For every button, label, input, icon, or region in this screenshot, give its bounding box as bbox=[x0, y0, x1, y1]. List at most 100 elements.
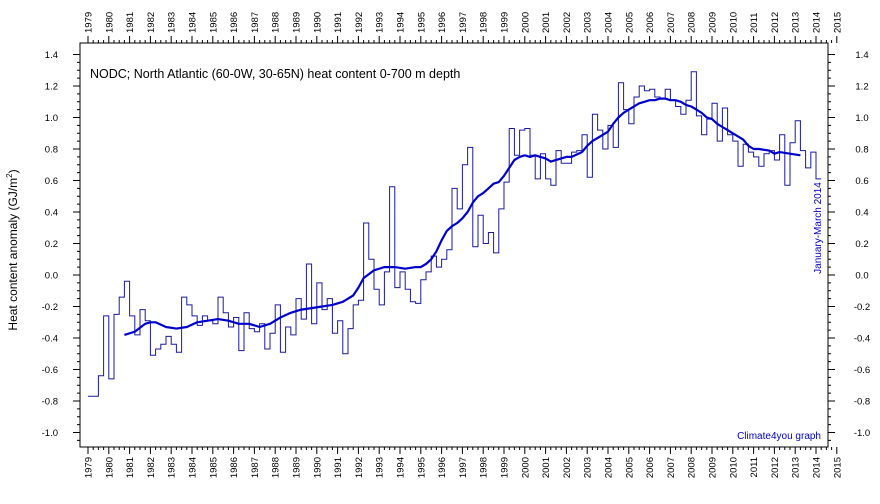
x-tick-label-bottom: 1997 bbox=[458, 457, 469, 478]
y-tick-label-left: 1.2 bbox=[45, 82, 58, 93]
y-tick-label-right: -0.6 bbox=[854, 365, 870, 376]
x-tick-label-top: 1985 bbox=[208, 12, 219, 33]
x-tick-label-top: 2001 bbox=[541, 12, 552, 33]
x-tick-label-top: 1994 bbox=[396, 12, 407, 33]
x-tick-label-top: 1986 bbox=[229, 12, 240, 33]
x-tick-label-bottom: 1983 bbox=[167, 457, 178, 478]
y-tick-label-left: 0.4 bbox=[45, 208, 58, 219]
x-tick-label-top: 1979 bbox=[84, 12, 95, 33]
period-annotation: January-March 2014 bbox=[813, 182, 824, 274]
x-tick-label-top: 2003 bbox=[583, 12, 594, 33]
x-tick-label-bottom: 2001 bbox=[541, 457, 552, 478]
top-x-axis: 1979 1980 1981 1982 1983 1984 1985 1986 1987 1988… bbox=[84, 12, 843, 43]
y-tick-label-left: 0.2 bbox=[45, 239, 58, 250]
x-tick-label-bottom: 1985 bbox=[208, 457, 219, 478]
x-tick-label-top: 1991 bbox=[333, 12, 344, 33]
x-tick-label-bottom: 2011 bbox=[749, 457, 760, 477]
x-tick-label-bottom: 2008 bbox=[687, 457, 698, 478]
chart-title: NODC; North Atlantic (60-0W, 30-65N) hea… bbox=[90, 67, 460, 81]
x-tick-label-bottom: 2003 bbox=[583, 457, 594, 478]
x-tick-label-bottom: 2002 bbox=[562, 457, 573, 478]
y-tick-label-left: -0.2 bbox=[42, 302, 58, 313]
bottom-x-axis: 1979 1980 1981 1982 1983 1984 1985 1986 1987 1988… bbox=[84, 447, 843, 478]
x-tick-label-top: 2015 bbox=[832, 12, 843, 33]
x-tick-label-top: 1984 bbox=[188, 12, 199, 33]
x-tick-label-bottom: 1986 bbox=[229, 457, 240, 478]
y-tick-label-right: -0.8 bbox=[854, 397, 870, 408]
running-mean-line bbox=[124, 97, 801, 336]
x-tick-label-top: 1982 bbox=[146, 12, 157, 33]
x-tick-label-bottom: 2004 bbox=[604, 457, 615, 478]
x-tick-label-top: 2007 bbox=[666, 12, 677, 33]
x-tick-label-bottom: 1988 bbox=[271, 457, 282, 478]
x-tick-label-top: 2014 bbox=[812, 12, 823, 33]
x-tick-label-bottom: 2007 bbox=[666, 457, 677, 478]
x-tick-label-bottom: 1982 bbox=[146, 457, 157, 478]
x-tick-label-bottom: 2014 bbox=[812, 457, 823, 478]
y-tick-label-right: 1.2 bbox=[855, 82, 868, 93]
x-tick-label-top: 2006 bbox=[645, 12, 656, 33]
series-layer bbox=[88, 71, 822, 397]
x-tick-label-bottom: 1987 bbox=[250, 457, 261, 478]
x-tick-label-bottom: 1995 bbox=[416, 457, 427, 478]
y-tick-label-left: 0.8 bbox=[45, 145, 58, 156]
y-tick-label-left: 0.0 bbox=[45, 271, 58, 282]
x-tick-label-bottom: 2012 bbox=[770, 457, 781, 478]
x-tick-label-bottom: 2010 bbox=[728, 457, 739, 478]
x-tick-label-top: 1989 bbox=[292, 12, 303, 33]
x-tick-label-bottom: 1993 bbox=[375, 457, 386, 478]
y-tick-label-left: -0.6 bbox=[42, 365, 58, 376]
x-tick-label-top: 1983 bbox=[167, 12, 178, 33]
y-tick-label-right: 0.0 bbox=[855, 271, 868, 282]
x-tick-label-top: 2011 bbox=[749, 13, 760, 33]
x-tick-label-top: 1993 bbox=[375, 12, 386, 33]
y-tick-label-left: -0.4 bbox=[42, 334, 58, 345]
x-tick-label-bottom: 1994 bbox=[396, 457, 407, 478]
y-tick-label-right: 0.4 bbox=[855, 208, 868, 219]
y-tick-label-right: -0.4 bbox=[854, 334, 870, 345]
y-axis-label-superscript: 2 bbox=[5, 173, 14, 178]
y-tick-label-right: -1.0 bbox=[854, 428, 870, 439]
y-axis-label: Heat content anomaly (GJ/m2) bbox=[5, 169, 20, 330]
x-tick-label-top: 1999 bbox=[500, 12, 511, 33]
y-tick-label-left: 1.0 bbox=[45, 113, 58, 124]
plot-frame bbox=[79, 42, 829, 448]
x-tick-label-bottom: 2009 bbox=[708, 457, 719, 478]
y-tick-label-right: -0.2 bbox=[854, 302, 870, 313]
y-tick-label-left: 0.6 bbox=[45, 176, 58, 187]
y-tick-label-right: 1.0 bbox=[855, 113, 868, 124]
x-tick-label-top: 1995 bbox=[416, 12, 427, 33]
quarterly-step-line bbox=[88, 71, 822, 397]
x-tick-label-bottom: 1984 bbox=[188, 457, 199, 478]
x-tick-label-bottom: 1981 bbox=[125, 457, 136, 478]
x-tick-label-top: 1987 bbox=[250, 12, 261, 33]
x-tick-label-top: 2008 bbox=[687, 12, 698, 33]
x-tick-label-bottom: 2013 bbox=[791, 457, 802, 478]
x-tick-label-top: 1981 bbox=[125, 12, 136, 33]
x-tick-label-bottom: 1998 bbox=[479, 457, 490, 478]
x-tick-label-top: 2009 bbox=[708, 12, 719, 33]
right-y-axis: 1.4 1.2 1.0 0.8 0.6 0.4 0.2 0.0 -0.2 -0.4 -0.6 -0.8… bbox=[828, 50, 870, 441]
x-tick-label-top: 1992 bbox=[354, 12, 365, 33]
credit-label: Climate4you graph bbox=[737, 431, 821, 442]
x-tick-label-bottom: 1979 bbox=[84, 457, 95, 478]
y-axis-label-end: ) bbox=[6, 169, 20, 173]
x-tick-label-top: 2012 bbox=[770, 12, 781, 33]
x-tick-label-top: 2002 bbox=[562, 12, 573, 33]
x-tick-label-bottom: 1990 bbox=[312, 457, 323, 478]
x-tick-label-bottom: 1991 bbox=[333, 457, 344, 478]
x-tick-label-top: 1996 bbox=[437, 12, 448, 33]
x-tick-label-bottom: 1989 bbox=[292, 457, 303, 478]
x-tick-label-top: 2013 bbox=[791, 12, 802, 33]
left-y-axis: 1.4 1.2 1.0 0.8 0.6 0.4 0.2 0.0 -0.2 -0.4 -0.6 -0.8… bbox=[42, 50, 80, 441]
x-tick-label-bottom: 2000 bbox=[520, 457, 531, 478]
x-tick-label-bottom: 1992 bbox=[354, 457, 365, 478]
x-tick-label-bottom: 2005 bbox=[624, 457, 635, 478]
x-tick-label-top: 1980 bbox=[104, 12, 115, 33]
x-tick-label-top: 2000 bbox=[520, 12, 531, 33]
x-tick-label-top: 2004 bbox=[604, 12, 615, 33]
x-tick-label-bottom: 2006 bbox=[645, 457, 656, 478]
x-tick-label-top: 1997 bbox=[458, 12, 469, 33]
y-tick-label-left: -1.0 bbox=[42, 428, 58, 439]
